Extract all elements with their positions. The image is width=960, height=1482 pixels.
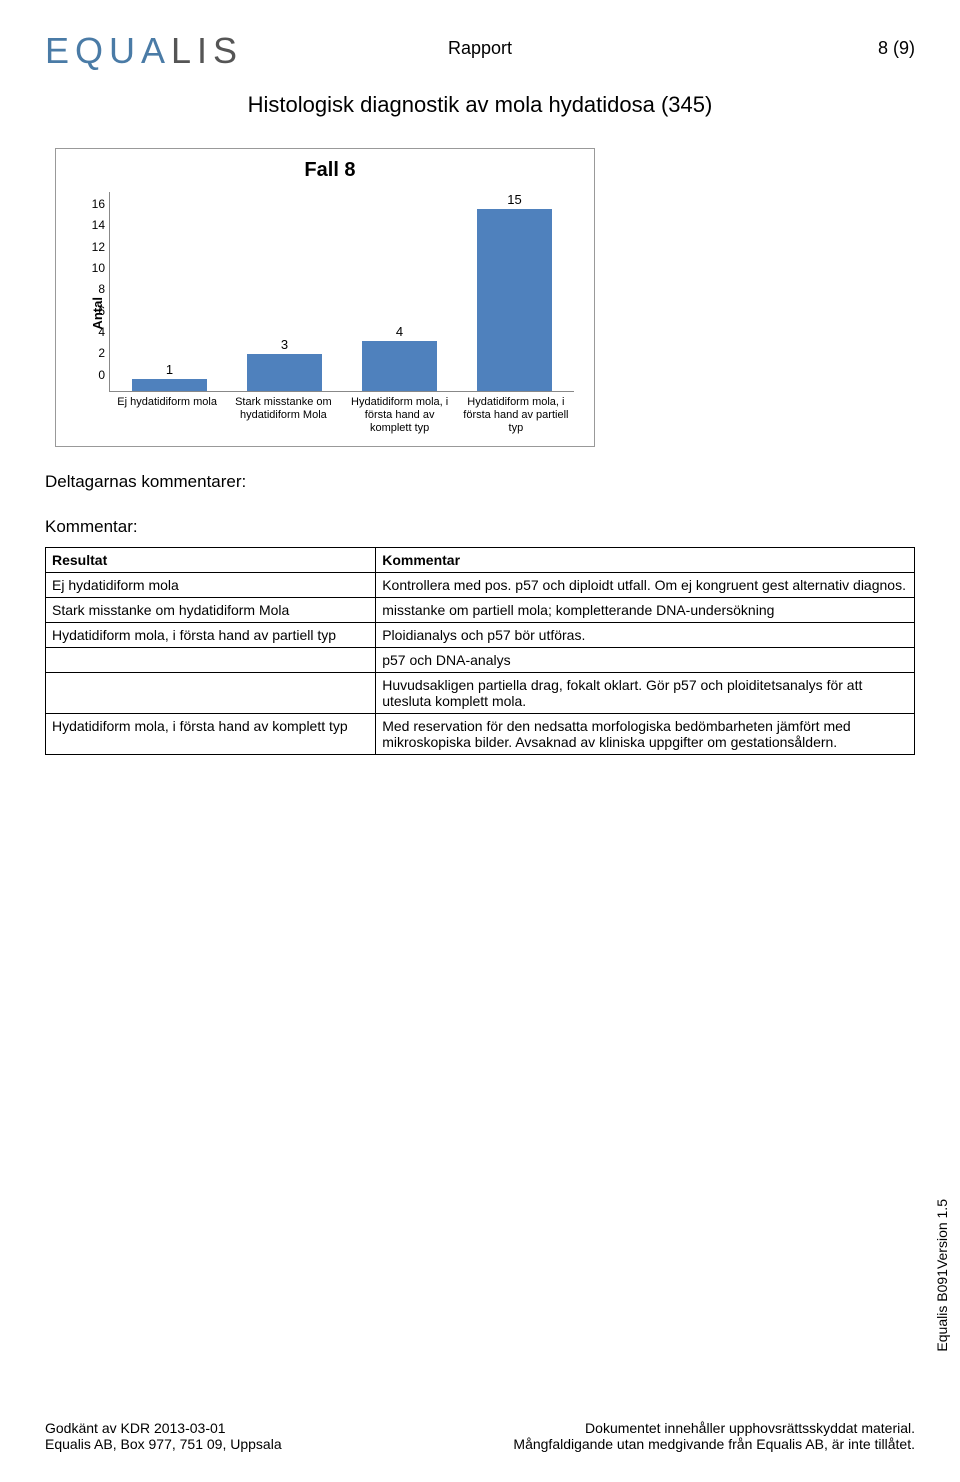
cell-comment: Kontrollera med pos. p57 och diploidt ut… <box>376 572 915 597</box>
cell-result: Hydatidiform mola, i första hand av part… <box>46 622 376 647</box>
cell-comment: Huvudsakligen partiella drag, fokalt okl… <box>376 672 915 713</box>
bar-value-label: 1 <box>166 362 173 377</box>
bar-slot: 3 <box>227 192 342 391</box>
bar <box>132 379 208 392</box>
footer-address: Equalis AB, Box 977, 751 09, Uppsala <box>45 1436 282 1452</box>
header: EQUALIS Rapport 8 (9) <box>45 30 915 72</box>
logo-part-b: LIS <box>171 30 243 71</box>
th-result: Resultat <box>46 547 376 572</box>
table-row: Hydatidiform mola, i första hand av komp… <box>46 713 915 754</box>
y-tick: 10 <box>81 262 105 274</box>
x-label: Ej hydatidiform mola <box>109 396 225 436</box>
footer: Godkänt av KDR 2013-03-01 Dokumentet inn… <box>45 1420 915 1452</box>
cell-comment: misstanke om partiell mola; kompletteran… <box>376 597 915 622</box>
y-tick: 6 <box>81 305 105 317</box>
table-row: p57 och DNA-analys <box>46 647 915 672</box>
x-label: Hydatidiform mola, i första hand av part… <box>458 396 574 436</box>
x-label: Stark misstanke om hydatidiform Mola <box>225 396 341 436</box>
cell-result: Hydatidiform mola, i första hand av komp… <box>46 713 376 754</box>
y-tick: 8 <box>81 283 105 295</box>
footer-copyright1: Dokumentet innehåller upphovsrättsskydda… <box>585 1420 915 1436</box>
footer-copyright2: Mångfaldigande utan medgivande från Equa… <box>513 1436 915 1452</box>
bar <box>362 341 438 391</box>
bar-value-label: 15 <box>507 192 521 207</box>
table-row: Hydatidiform mola, i första hand av part… <box>46 622 915 647</box>
cell-result: Ej hydatidiform mola <box>46 572 376 597</box>
y-tick: 0 <box>81 369 105 381</box>
x-labels: Ej hydatidiform molaStark misstanke om h… <box>109 396 574 436</box>
y-tick: 4 <box>81 326 105 338</box>
plot-area: 0246810121416 13415 Ej hydatidiform mola… <box>109 192 574 436</box>
y-tick: 12 <box>81 241 105 253</box>
footer-approved: Godkänt av KDR 2013-03-01 <box>45 1420 226 1436</box>
table-row: Stark misstanke om hydatidiform Molamiss… <box>46 597 915 622</box>
page-number: 8 (9) <box>878 38 915 59</box>
chart-container: Fall 8 Antal 0246810121416 13415 Ej hyda… <box>55 148 595 447</box>
th-comment: Kommentar <box>376 547 915 572</box>
bars-row: 1 3 4 15 <box>109 192 574 392</box>
x-label: Hydatidiform mola, i första hand av komp… <box>342 396 458 436</box>
table-row: Ej hydatidiform molaKontrollera med pos.… <box>46 572 915 597</box>
y-ticks: 0246810121416 <box>81 192 105 375</box>
cell-result <box>46 672 376 713</box>
cell-comment: Ploidianalys och p57 bör utföras. <box>376 622 915 647</box>
bar-slot: 15 <box>457 192 572 391</box>
bar-slot: 4 <box>342 192 457 391</box>
y-tick: 14 <box>81 219 105 231</box>
section-comment: Kommentar: <box>45 517 915 537</box>
cell-result <box>46 647 376 672</box>
comments-table: Resultat Kommentar Ej hydatidiform molaK… <box>45 547 915 755</box>
bar <box>247 354 323 392</box>
chart-title: Fall 8 <box>86 159 574 182</box>
logo: EQUALIS <box>45 30 243 72</box>
chart-body: Antal 0246810121416 13415 Ej hydatidifor… <box>86 192 574 436</box>
y-tick: 16 <box>81 198 105 210</box>
page-subtitle: Histologisk diagnostik av mola hydatidos… <box>45 92 915 118</box>
report-label: Rapport <box>448 38 512 59</box>
logo-part-a: EQUA <box>45 30 171 71</box>
bar <box>477 209 553 391</box>
cell-comment: Med reservation för den nedsatta morfolo… <box>376 713 915 754</box>
side-version-label: Equalis B091Version 1.5 <box>934 1199 950 1352</box>
cell-comment: p57 och DNA-analys <box>376 647 915 672</box>
y-tick: 2 <box>81 347 105 359</box>
bar-value-label: 3 <box>281 337 288 352</box>
table-row: Huvudsakligen partiella drag, fokalt okl… <box>46 672 915 713</box>
section-participants: Deltagarnas kommentarer: <box>45 472 915 492</box>
cell-result: Stark misstanke om hydatidiform Mola <box>46 597 376 622</box>
bar-slot: 1 <box>112 192 227 391</box>
comments-tbody: Ej hydatidiform molaKontrollera med pos.… <box>46 572 915 754</box>
bar-value-label: 4 <box>396 324 403 339</box>
